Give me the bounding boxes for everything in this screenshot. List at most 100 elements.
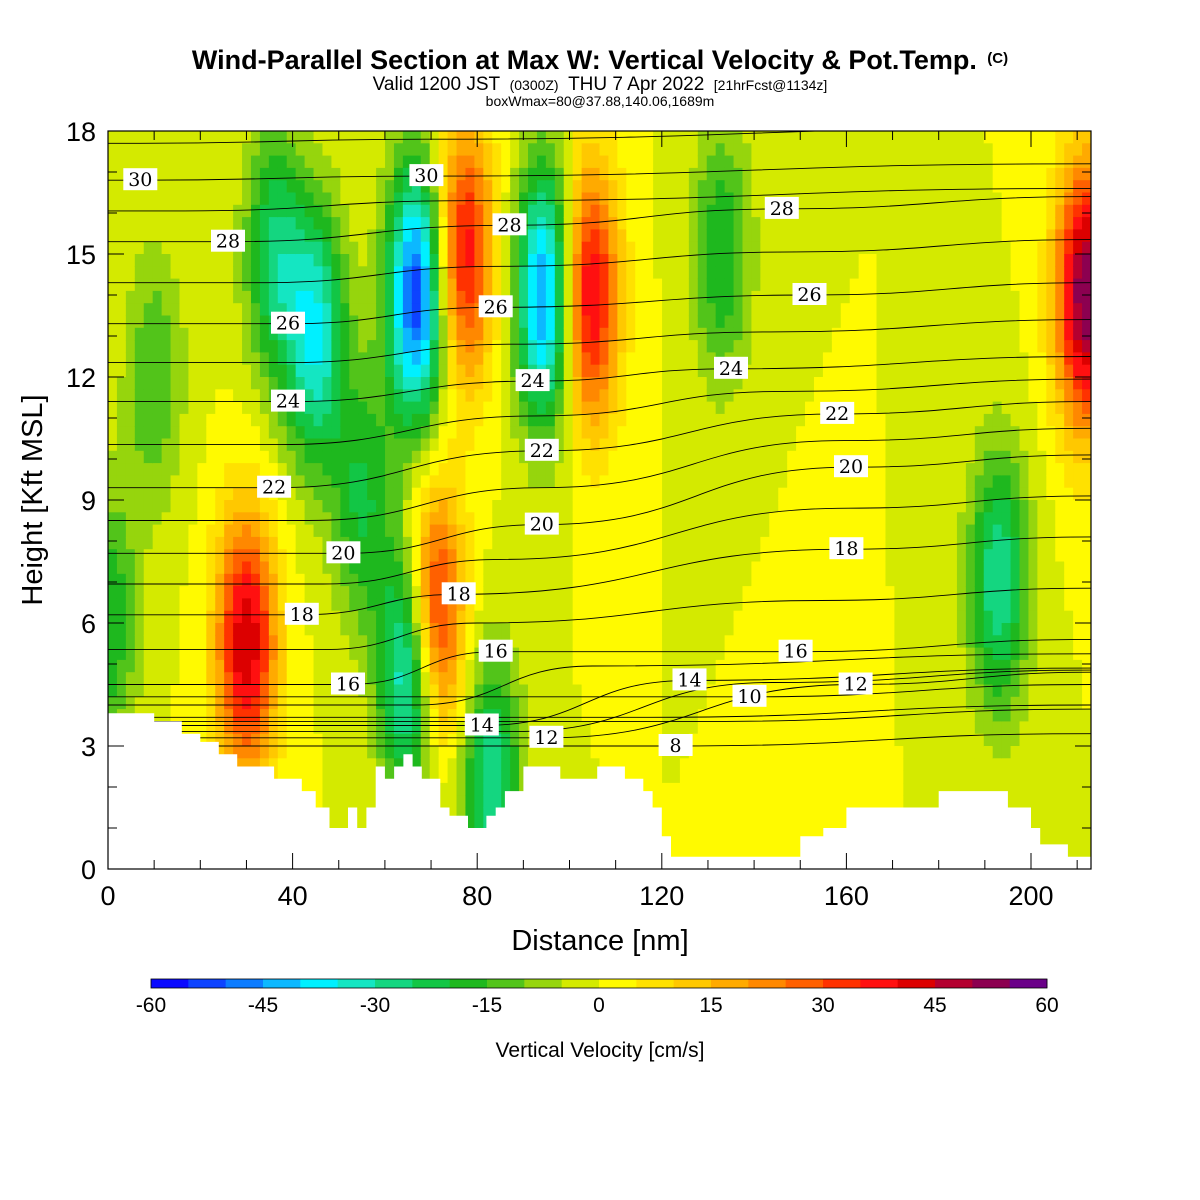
field-cell [161, 463, 172, 476]
field-cell [787, 782, 797, 796]
field-cell [304, 770, 315, 784]
field-cell [224, 143, 234, 157]
field-cell [465, 278, 475, 292]
field-cell [170, 549, 181, 563]
field-cell [483, 377, 493, 390]
field-cell [769, 487, 779, 501]
field-cell [313, 241, 324, 255]
field-cell [367, 475, 377, 489]
field-cell [813, 450, 824, 464]
field-cell [358, 389, 368, 403]
field-cell [572, 512, 583, 526]
field-cell [152, 463, 163, 476]
field-cell [143, 131, 154, 144]
field-cell [590, 610, 601, 624]
field-cell [778, 340, 788, 353]
field-cell [563, 733, 574, 747]
field-cell [277, 500, 288, 513]
field-cell [635, 450, 645, 464]
field-cell [617, 340, 627, 353]
field-cell [572, 709, 583, 722]
field-cell [545, 217, 556, 230]
field-cell [367, 696, 377, 710]
field-cell [385, 709, 395, 722]
field-cell [385, 586, 395, 599]
field-cell [215, 266, 225, 280]
field-cell [778, 241, 788, 255]
field-cell [170, 413, 181, 427]
field-cell [840, 610, 851, 624]
field-cell [563, 709, 574, 722]
field-cell [295, 217, 306, 230]
field-cell [206, 610, 216, 624]
field-cell [528, 204, 538, 218]
field-cell [635, 770, 645, 784]
field-cell [143, 610, 154, 624]
field-cell [259, 377, 270, 390]
field-cell [805, 487, 815, 501]
field-cell [644, 647, 654, 661]
field-cell [411, 266, 422, 280]
field-cell [197, 475, 207, 489]
field-cell [787, 586, 797, 599]
field-cell [331, 377, 341, 390]
field-cell [429, 254, 440, 267]
field-cell [840, 303, 851, 317]
field-cell [161, 512, 172, 526]
field-cell [724, 709, 735, 722]
field-cell [510, 746, 520, 759]
field-cell [590, 254, 601, 267]
field-cell [679, 598, 690, 612]
field-cell [653, 598, 663, 612]
field-cell [662, 450, 672, 464]
field-cell [519, 204, 529, 218]
field-cell [385, 635, 395, 649]
field-cell [268, 167, 279, 181]
field-cell [385, 487, 395, 501]
field-cell [483, 131, 493, 144]
field-cell [572, 450, 583, 464]
field-cell [116, 180, 127, 194]
field-cell [438, 500, 449, 513]
field-cell [483, 155, 493, 169]
field-cell [286, 254, 297, 267]
field-cell [188, 684, 198, 698]
field-cell [259, 303, 270, 317]
field-cell [197, 733, 207, 747]
field-cell [277, 303, 288, 317]
field-cell [760, 807, 770, 821]
field-cell [259, 364, 270, 378]
field-cell [411, 131, 422, 144]
field-cell [474, 487, 484, 501]
field-cell [224, 426, 234, 440]
field-cell [358, 795, 368, 809]
field-cell [760, 623, 770, 636]
field-cell [259, 746, 270, 759]
field-cell [385, 192, 395, 206]
field-cell [108, 241, 118, 255]
field-cell [340, 598, 350, 612]
field-cell [197, 377, 207, 390]
field-cell [510, 401, 520, 415]
field-cell [438, 290, 449, 304]
field-cell [402, 303, 413, 317]
field-cell [206, 426, 216, 440]
field-cell [125, 536, 136, 550]
field-cell [492, 229, 502, 243]
field-cell [760, 180, 770, 194]
field-cell [662, 696, 672, 710]
field-cell [706, 536, 717, 550]
field-cell [286, 204, 297, 218]
field-cell [751, 733, 761, 747]
field-cell [367, 659, 377, 673]
field-cell [831, 721, 842, 735]
field-cell [143, 635, 154, 649]
field-cell [617, 438, 627, 452]
field-cell [277, 684, 288, 698]
field-cell [679, 426, 690, 440]
field-cell [501, 389, 511, 403]
field-cell [822, 327, 833, 341]
field-cell [706, 610, 717, 624]
field-cell [286, 549, 297, 563]
field-cell [563, 610, 574, 624]
